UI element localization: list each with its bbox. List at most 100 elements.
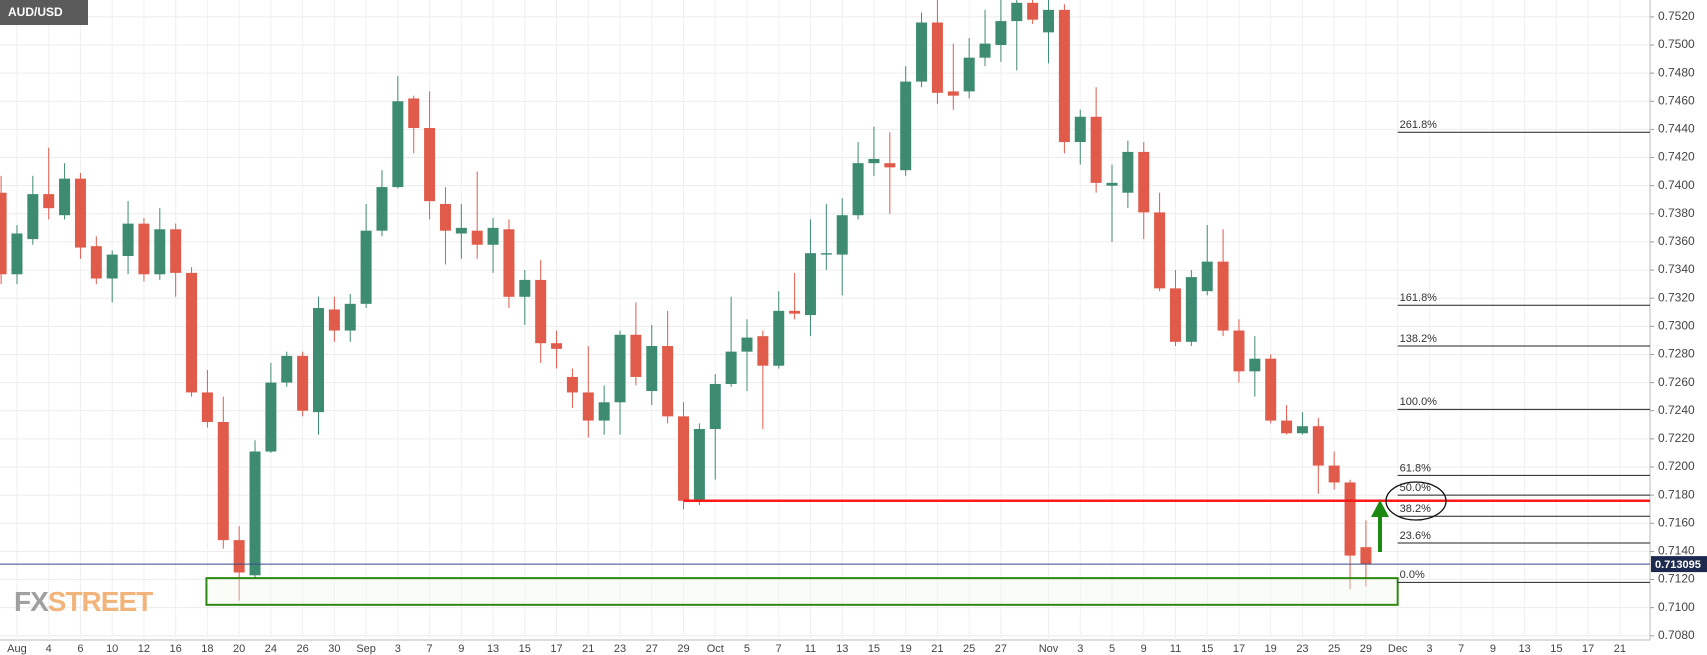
- x-tick-label: 29: [677, 643, 689, 655]
- candle-body: [1328, 465, 1340, 483]
- candle-body: [297, 355, 309, 411]
- candle-body: [931, 22, 943, 93]
- x-tick-label: 7: [776, 643, 782, 655]
- last-price-box: [1651, 556, 1707, 573]
- candle-body: [693, 429, 705, 501]
- y-tick-label: 0.7500: [1658, 37, 1695, 51]
- candle-body: [1027, 2, 1039, 20]
- logo-fx: FX: [14, 586, 49, 617]
- x-tick-label: 9: [1141, 643, 1147, 655]
- candle-body: [59, 178, 71, 216]
- candle-body: [106, 254, 118, 279]
- x-tick-label: 21: [931, 643, 943, 655]
- x-tick-label: 21: [1614, 643, 1626, 655]
- candle-body: [820, 253, 832, 255]
- candle-body: [1281, 420, 1293, 434]
- candle-body: [439, 203, 451, 231]
- y-tick-label: 0.7160: [1658, 515, 1695, 529]
- candle-body: [1169, 288, 1181, 342]
- x-tick-label: 13: [836, 643, 848, 655]
- x-tick-label: Sep: [356, 643, 376, 655]
- x-tick-label: 19: [900, 643, 912, 655]
- x-tick-label: 25: [1328, 643, 1340, 655]
- x-tick-label: 13: [487, 643, 499, 655]
- x-tick-label: 23: [1296, 643, 1308, 655]
- highlight-ellipse: [1385, 481, 1447, 521]
- x-tick-label: 7: [427, 643, 433, 655]
- candle-body: [281, 355, 293, 383]
- plot: 261.8% 161.8% 138.2% 100.0% 61.8% 50.0% 38.2% 2…: [0, 0, 1650, 606]
- y-tick-label: 0.7200: [1658, 459, 1695, 473]
- y-tick-label: 0.7080: [1658, 628, 1695, 642]
- fib-label: 261.8%: [1400, 119, 1438, 131]
- x-tick-label: 23: [614, 643, 626, 655]
- candle-body: [313, 308, 324, 413]
- candle-body: [1043, 9, 1055, 33]
- fib-label: 0.0%: [1400, 569, 1425, 581]
- candle-body: [662, 346, 674, 417]
- x-tick-label: 26: [297, 643, 309, 655]
- y-tick-label: 0.7240: [1658, 403, 1695, 417]
- support-zone: [205, 577, 1399, 606]
- x-tick-label: Nov: [1039, 643, 1059, 655]
- candle-body: [1312, 426, 1324, 466]
- candle-body: [360, 230, 372, 304]
- candle-body: [535, 279, 547, 344]
- logo: FXSTREET: [14, 586, 153, 617]
- candle-body: [122, 223, 134, 256]
- candle-body: [1296, 426, 1308, 434]
- x-tick-label: 21: [582, 643, 594, 655]
- candle-body: [90, 246, 102, 279]
- candle-body: [1011, 2, 1023, 22]
- x-tick-label: 30: [328, 643, 340, 655]
- x-tick-label: 10: [106, 643, 118, 655]
- x-tick-label: 15: [519, 643, 531, 655]
- candle-body: [963, 57, 975, 92]
- candle-body: [836, 215, 848, 255]
- candle-body: [1074, 116, 1086, 143]
- fib-label: 100.0%: [1400, 396, 1438, 408]
- candle-body: [27, 194, 39, 240]
- y-tick-label: 0.7120: [1658, 572, 1695, 586]
- candle-body: [947, 91, 959, 96]
- candle-body: [186, 272, 198, 393]
- y-tick-label: 0.7300: [1658, 319, 1695, 333]
- candle-body: [74, 178, 86, 248]
- candle-body: [757, 336, 769, 366]
- y-tick-label: 0.7340: [1658, 262, 1695, 276]
- y-tick-label: 0.7180: [1658, 487, 1695, 501]
- candle-body: [1138, 151, 1150, 213]
- y-tick-label: 0.7360: [1658, 234, 1695, 248]
- fib-label: 138.2%: [1400, 333, 1438, 345]
- candle-body: [201, 392, 213, 422]
- candle-body: [1185, 277, 1197, 342]
- y-tick-label: 0.7380: [1658, 206, 1695, 220]
- candle-body: [995, 21, 1007, 46]
- y-tick-label: 0.7480: [1658, 65, 1695, 79]
- candle-body: [1058, 9, 1070, 143]
- y-tick-label: 0.7520: [1658, 9, 1695, 23]
- candle-body: [566, 376, 578, 393]
- fib-label: 61.8%: [1400, 462, 1431, 474]
- fib-label: 50.0%: [1400, 482, 1431, 494]
- candle-body: [1106, 182, 1118, 186]
- x-tick-label: 17: [1233, 643, 1245, 655]
- candle-body: [455, 227, 467, 234]
- x-tick-label: 5: [744, 643, 750, 655]
- fib-label: 161.8%: [1400, 292, 1438, 304]
- candle-body: [154, 229, 166, 275]
- x-tick-label: 18: [201, 643, 213, 655]
- candle-body: [424, 128, 436, 202]
- candle-body: [709, 384, 721, 430]
- candle-body: [551, 343, 563, 349]
- candle-body: [598, 402, 610, 421]
- candle-body: [1217, 261, 1229, 331]
- x-tick-label: 13: [1518, 643, 1530, 655]
- candle-body: [852, 163, 864, 216]
- candle-body: [630, 334, 642, 377]
- candle-body: [646, 346, 658, 392]
- x-tick-label: 19: [1265, 643, 1277, 655]
- y-tick-label: 0.7400: [1658, 178, 1695, 192]
- candle-body: [392, 101, 404, 188]
